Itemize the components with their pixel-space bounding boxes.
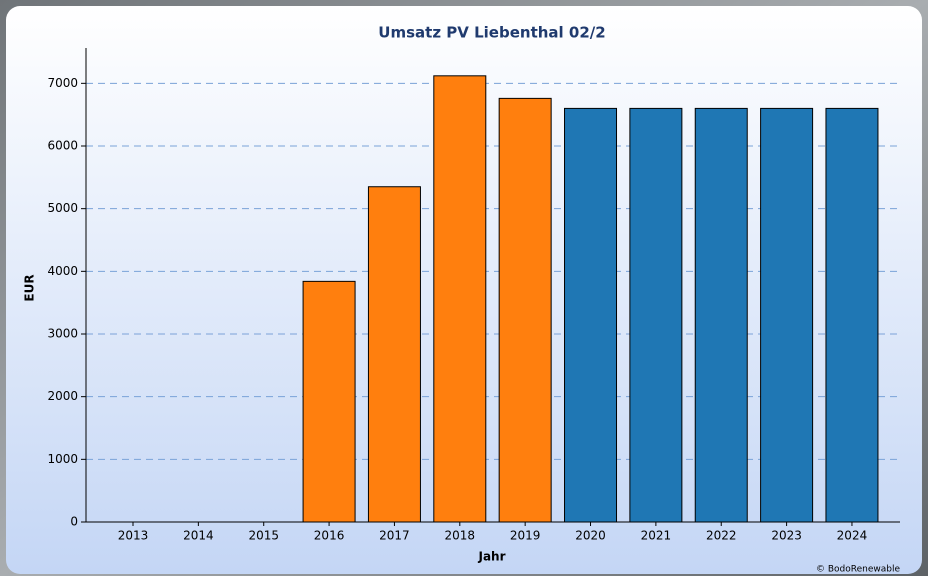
bar xyxy=(433,75,487,523)
bar xyxy=(302,280,356,523)
x-tick-label: 2024 xyxy=(837,529,868,543)
x-tick-label: 2015 xyxy=(248,529,279,543)
chart-title: Umsatz PV Liebenthal 02/2 xyxy=(378,24,605,42)
bar xyxy=(760,107,814,523)
x-tick-label: 2022 xyxy=(706,529,737,543)
bar xyxy=(498,97,552,523)
credit: © BodoRenewable xyxy=(816,565,900,575)
x-tick-label: 2020 xyxy=(575,529,606,543)
x-tick-label: 2013 xyxy=(118,529,149,543)
y-tick-label: 3000 xyxy=(47,327,78,341)
bar xyxy=(629,107,683,523)
x-tick-label: 2018 xyxy=(445,529,476,543)
y-tick-label: 0 xyxy=(70,515,78,529)
y-tick-label: 6000 xyxy=(47,139,78,153)
x-tick-label: 2014 xyxy=(183,529,214,543)
x-tick-label: 2023 xyxy=(771,529,802,543)
x-tick-label: 2021 xyxy=(641,529,672,543)
y-tick-label: 4000 xyxy=(47,264,78,278)
x-tick-label: 2017 xyxy=(379,529,410,543)
y-tick-label: 1000 xyxy=(47,452,78,466)
bar xyxy=(367,186,421,523)
y-tick-label: 2000 xyxy=(47,389,78,403)
bar xyxy=(694,107,748,523)
x-tick-label: 2019 xyxy=(510,529,541,543)
bar xyxy=(825,107,879,523)
y-tick-label: 7000 xyxy=(47,76,78,90)
y-axis-label: EUR xyxy=(23,274,37,301)
x-axis-label: Jahr xyxy=(477,550,505,564)
y-tick-label: 5000 xyxy=(47,201,78,215)
x-tick-label: 2016 xyxy=(314,529,345,543)
bar xyxy=(564,107,618,523)
